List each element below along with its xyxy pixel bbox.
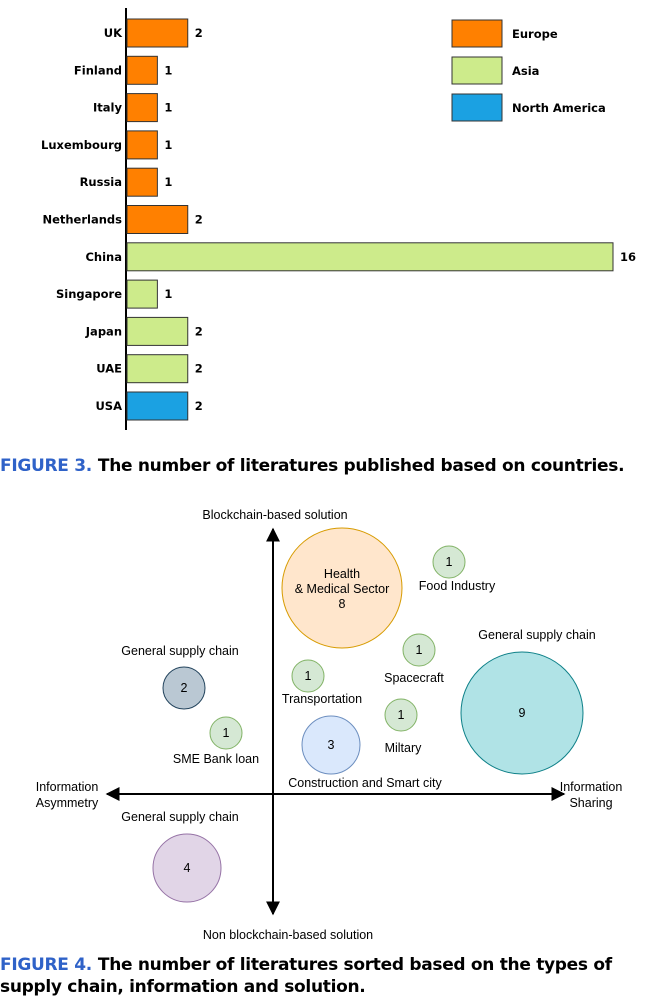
legend-label: Asia (512, 64, 539, 78)
bubble-label: Spacecraft (384, 671, 444, 685)
bubble-label: General supply chain (478, 628, 595, 642)
value-label: 2 (195, 399, 203, 413)
bar-group: UK 2 Finland 1 Italy 1 Luxembourg 1 Russia 1 Nethe… (41, 18, 636, 421)
bubble-label: Health (324, 567, 360, 581)
bar (126, 242, 614, 272)
bar (126, 316, 189, 346)
bubble-label: SME Bank loan (173, 752, 259, 766)
bar (126, 93, 158, 123)
bubble (162, 666, 206, 710)
bar (126, 55, 158, 85)
category-label: UK (104, 26, 123, 40)
bar (126, 391, 189, 421)
bubble-value: 8 (339, 597, 346, 611)
bubble-value: 1 (223, 726, 230, 740)
category-label: Italy (93, 101, 122, 115)
axis-label-left: Asymmetry (36, 796, 99, 810)
value-label: 2 (195, 362, 203, 376)
figure-4-caption: FIGURE 4. The number of literatures sorte… (0, 954, 662, 998)
bubble-value: 2 (181, 681, 188, 695)
value-label: 2 (195, 213, 203, 227)
legend-swatch (451, 93, 503, 122)
bubble-value: 4 (184, 861, 191, 875)
value-label: 1 (164, 138, 172, 152)
category-label: Netherlands (42, 213, 122, 227)
bubble-value: 1 (305, 669, 312, 683)
bubble (301, 715, 361, 775)
bar (126, 130, 158, 160)
axis-labels: Blockchain-based solution Non blockchain-… (36, 508, 623, 942)
figure-3-caption: FIGURE 3. The number of literatures publi… (0, 455, 662, 477)
figure-3-label: FIGURE 3. (0, 456, 92, 476)
bubble-value: 9 (519, 706, 526, 720)
bubble-value: 1 (398, 708, 405, 722)
country-bar-chart: UK 2 Finland 1 Italy 1 Luxembourg 1 Russia 1 Nethe… (41, 8, 636, 430)
value-label: 1 (164, 287, 172, 301)
axis-label-bottom: Non blockchain-based solution (203, 928, 373, 942)
bubble (384, 698, 418, 732)
bubble (291, 659, 325, 693)
bubble-value: 1 (416, 643, 423, 657)
bar (126, 279, 158, 309)
bubble (402, 633, 436, 667)
legend: Europe Asia North America (451, 19, 606, 122)
legend-swatch (451, 56, 503, 85)
bubble-value: 1 (446, 555, 453, 569)
bubble (281, 527, 403, 649)
value-label: 2 (195, 324, 203, 338)
legend-label: North America (512, 101, 606, 115)
bubble (432, 545, 466, 579)
category-label: Russia (80, 175, 122, 189)
bar (126, 18, 189, 48)
category-label: UAE (96, 362, 122, 376)
value-label: 1 (164, 175, 172, 189)
category-label: Japan (85, 324, 122, 338)
category-label: Finland (74, 63, 122, 77)
bubble-label: Food Industry (419, 579, 496, 593)
axis-label-right: Sharing (569, 796, 612, 810)
legend-swatch (451, 19, 503, 48)
category-label: China (85, 250, 122, 264)
bubble-label: Construction and Smart city (288, 776, 442, 790)
bubble-label: & Medical Sector (295, 582, 389, 596)
bubble-label: General supply chain (121, 644, 238, 658)
legend-label: Europe (512, 27, 558, 41)
category-label: Singapore (56, 287, 122, 301)
value-label: 1 (164, 63, 172, 77)
bubble-label: General supply chain (121, 810, 238, 824)
bubble-label: Transportation (282, 692, 362, 706)
bubble (460, 651, 584, 775)
value-label: 1 (164, 101, 172, 115)
figure-4-label: FIGURE 4. (0, 955, 92, 975)
bubble-value: 3 (328, 738, 335, 752)
bar (126, 354, 189, 384)
figure-4-caption-text: The number of literatures sorted based o… (0, 955, 612, 997)
axis-label-left: Information (36, 780, 99, 794)
bubble-quadrant-chart: Blockchain-based solution Non blockchain-… (36, 508, 623, 942)
axis-label-right: Information (560, 780, 623, 794)
value-label: 2 (195, 26, 203, 40)
bubble-label: Miltary (385, 741, 423, 755)
axis-label-top: Blockchain-based solution (202, 508, 347, 522)
category-label: Luxembourg (41, 138, 122, 152)
bar (126, 205, 189, 234)
figure-3-caption-text: The number of literatures published base… (97, 456, 625, 476)
value-label: 16 (620, 250, 636, 264)
bubble (209, 716, 243, 750)
category-label: USA (95, 399, 122, 413)
bubble (152, 833, 222, 903)
bar (126, 167, 158, 197)
